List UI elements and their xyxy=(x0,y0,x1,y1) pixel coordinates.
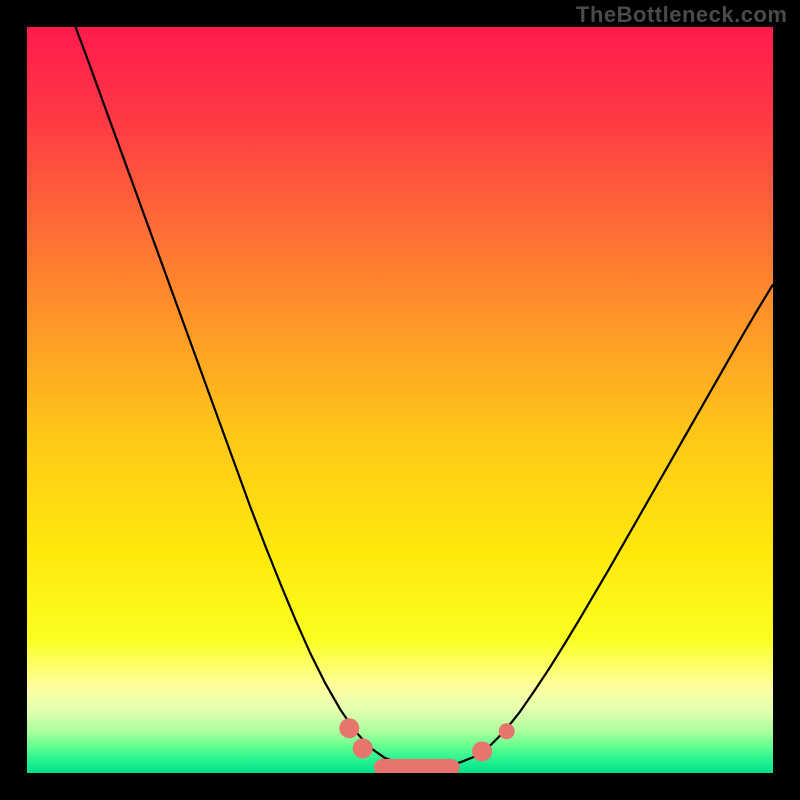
frame-left xyxy=(0,0,27,800)
marker-dot xyxy=(339,718,359,738)
marker-dot xyxy=(353,738,373,758)
gradient-background xyxy=(27,27,773,773)
marker-dot xyxy=(499,723,515,739)
chart-svg xyxy=(0,0,800,800)
frame-right xyxy=(773,0,800,800)
marker-dot xyxy=(472,741,492,761)
frame-bottom xyxy=(0,773,800,800)
watermark-text: TheBottleneck.com xyxy=(576,2,787,28)
